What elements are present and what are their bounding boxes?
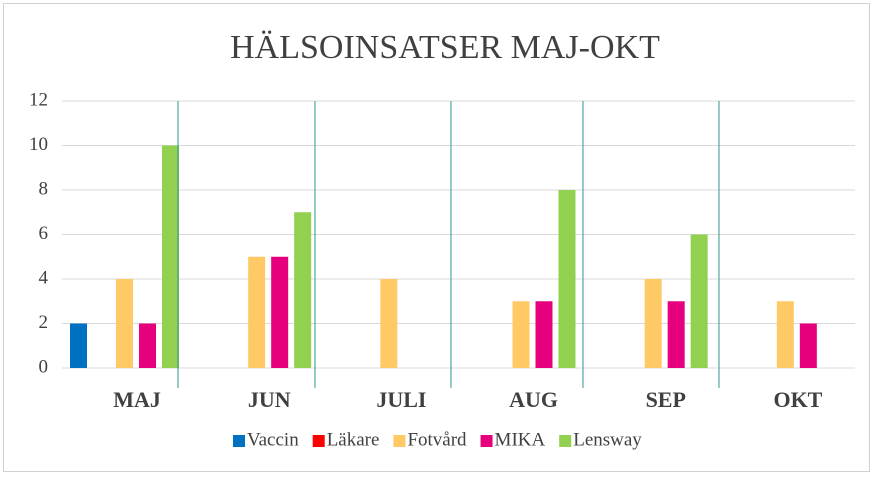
bar (271, 256, 289, 368)
legend-swatch (559, 435, 572, 447)
bar (162, 145, 179, 368)
separators (177, 101, 720, 388)
x-tick-label: OKT (773, 387, 822, 412)
legend-label: Lensway (573, 429, 642, 450)
legend-swatch (233, 435, 245, 447)
bar (512, 301, 530, 368)
bar (776, 301, 794, 368)
y-tick-label: 4 (39, 267, 49, 288)
bar (248, 256, 266, 368)
chart-title: HÄLSOINSATSER MAJ-OKT (230, 29, 660, 66)
bars (70, 145, 817, 368)
legend-label: Fotvård (407, 429, 467, 450)
bar (294, 212, 312, 368)
bar (139, 323, 156, 368)
y-tick-label: 12 (29, 89, 48, 110)
x-tick-label: MAJ (113, 387, 161, 412)
bar (116, 279, 133, 368)
legend-label: MIKA (495, 429, 546, 450)
y-tick-label: 10 (29, 134, 48, 155)
bar (644, 279, 662, 368)
y-tick-label: 8 (39, 178, 49, 199)
chart-border (3, 3, 870, 472)
bar (690, 234, 708, 368)
grid (62, 100, 855, 369)
x-tick-label: JUN (248, 387, 291, 412)
x-tick-label: SEP (646, 387, 686, 412)
legend-label: Läkare (327, 429, 380, 450)
legend-swatch (480, 435, 493, 447)
bar (667, 301, 685, 368)
y-tick-label: 2 (39, 312, 49, 333)
bar (535, 301, 553, 368)
bar (380, 279, 398, 368)
bar (70, 323, 87, 368)
x-tick-label: JULI (376, 387, 426, 412)
y-tick-label: 0 (39, 356, 49, 377)
legend-swatch (312, 435, 325, 447)
bar (558, 190, 576, 368)
legend-swatch (393, 435, 406, 447)
bar (799, 323, 817, 368)
y-tick-label: 6 (39, 223, 49, 244)
x-tick-label: AUG (509, 387, 558, 412)
legend-label: Vaccin (247, 429, 299, 450)
